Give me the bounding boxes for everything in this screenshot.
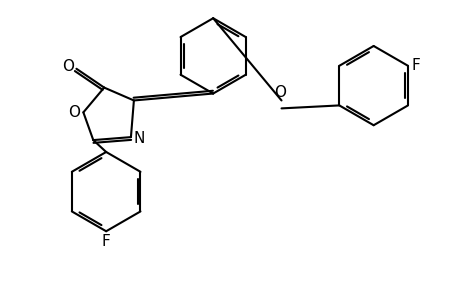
Text: O: O	[62, 59, 74, 74]
Text: O: O	[274, 85, 286, 100]
Text: N: N	[133, 130, 144, 146]
Text: F: F	[101, 234, 110, 249]
Text: O: O	[68, 105, 80, 120]
Text: F: F	[411, 58, 420, 73]
